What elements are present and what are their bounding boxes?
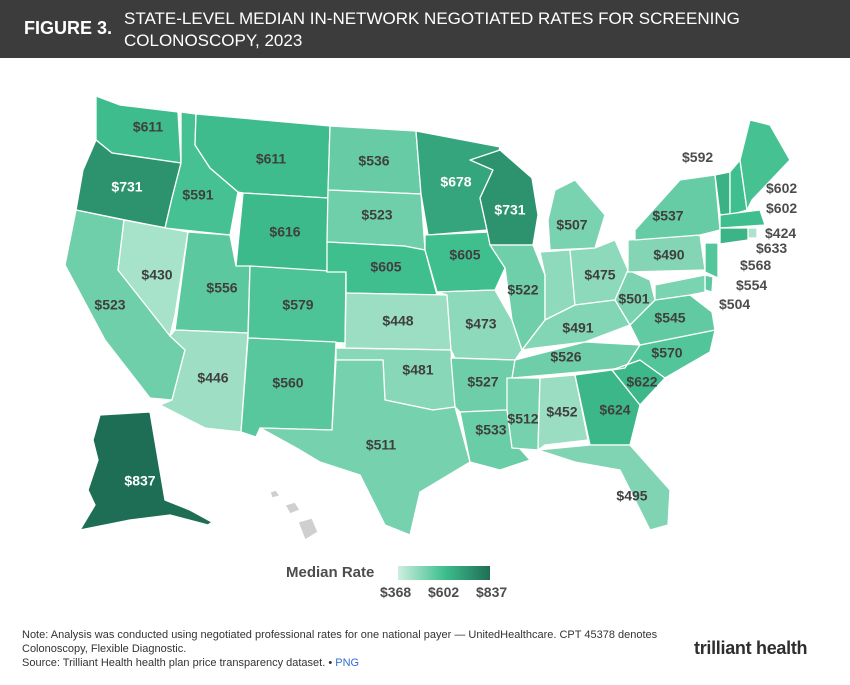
- state-ct: [719, 227, 749, 245]
- state-label-wi: $731: [494, 202, 525, 218]
- state-me: [739, 119, 791, 211]
- state-ms: [506, 377, 541, 451]
- trilliant-health-logo: trilliant health: [694, 638, 808, 658]
- state-label-sc: $622: [626, 374, 657, 390]
- note-line-1: Note: Analysis was conducted using negot…: [22, 629, 658, 641]
- state-label-nv: $430: [141, 267, 172, 283]
- state-label-ne: $605: [370, 259, 401, 275]
- state-label-wa: $611: [133, 119, 164, 135]
- state-al: [537, 374, 589, 451]
- figure-title: STATE-LEVEL MEDIAN IN-NETWORK NEGOTIATED…: [124, 9, 740, 50]
- state-ma: [719, 209, 766, 229]
- state-label-al: $452: [546, 404, 577, 420]
- legend-tick-mid: $602: [428, 584, 460, 600]
- us-state-map: $611 $731 $523 $430 $591 $611 $616 $556 $446 $579…: [64, 95, 797, 541]
- state-ga: [574, 369, 641, 446]
- separator: •: [328, 657, 333, 669]
- state-label-ia: $605: [449, 247, 480, 263]
- state-label-nd: $536: [358, 153, 389, 169]
- state-fl: [537, 444, 671, 531]
- state-label-mo: $473: [465, 316, 496, 332]
- png-download-link[interactable]: PNG: [335, 657, 360, 669]
- callout-label-ct: $633: [756, 240, 787, 256]
- state-wv: [614, 269, 656, 326]
- legend-tick-min: $368: [380, 584, 412, 600]
- note-line-2: Colonoscopy, Flexible Diagnostic.: [22, 643, 187, 655]
- callout-label-nh: $602: [766, 180, 797, 196]
- state-tx: [259, 359, 471, 536]
- state-nj: [704, 242, 719, 279]
- state-label-nc: $570: [651, 345, 682, 361]
- state-label-oh: $475: [584, 267, 615, 283]
- state-label-sd: $523: [361, 207, 392, 223]
- state-label-or: $731: [111, 179, 142, 195]
- state-hi: [269, 489, 319, 541]
- state-label-pa: $490: [653, 247, 684, 263]
- state-ri: [747, 227, 758, 239]
- state-label-ks: $448: [382, 313, 413, 329]
- state-label-la: $533: [475, 422, 506, 438]
- state-label-id: $591: [182, 187, 213, 203]
- state-label-ok: $481: [402, 362, 433, 378]
- callout-label-nj: $568: [740, 257, 771, 273]
- legend-tick-max: $837: [476, 584, 508, 600]
- footnote: Note: Analysis was conducted using negot…: [22, 628, 662, 670]
- state-label-va: $545: [654, 310, 685, 326]
- state-label-mn: $678: [440, 174, 471, 190]
- state-nv: [117, 219, 189, 337]
- state-label-ut: $556: [206, 280, 237, 296]
- legend-color-bar: [398, 566, 490, 580]
- state-label-ca: $523: [94, 297, 125, 313]
- state-mi: [547, 179, 606, 251]
- legend-title: Median Rate: [286, 564, 375, 581]
- callout-label-ri: $424: [765, 225, 796, 241]
- callout-label-me: $592: [682, 149, 713, 165]
- state-label-ky: $491: [562, 320, 593, 336]
- state-label-mt: $611: [256, 151, 287, 167]
- state-label-ny: $537: [652, 208, 683, 224]
- state-label-ak: $837: [124, 473, 155, 489]
- state-label-wy: $616: [269, 224, 300, 240]
- source-line: Source: Trilliant Health health plan pri…: [22, 656, 662, 670]
- state-label-nm: $560: [272, 375, 303, 391]
- state-label-tn: $526: [550, 349, 581, 365]
- state-label-az: $446: [197, 370, 228, 386]
- state-label-ar: $527: [467, 374, 498, 390]
- state-de: [704, 274, 714, 293]
- state-label-wv: $501: [618, 291, 649, 307]
- source-text: Source: Trilliant Health health plan pri…: [22, 657, 326, 669]
- callout-label-de: $554: [736, 277, 767, 293]
- state-ak: [79, 411, 213, 531]
- state-label-ga: $624: [599, 402, 630, 418]
- callout-label-md: $504: [719, 296, 750, 312]
- callout-label-ma: $602: [766, 200, 797, 216]
- figure-label: FIGURE 3.: [24, 18, 113, 38]
- state-label-fl: $495: [616, 488, 647, 504]
- state-md: [654, 274, 706, 301]
- state-label-ms: $512: [507, 411, 538, 427]
- state-label-tx: $511: [366, 437, 397, 453]
- state-label-co: $579: [282, 297, 313, 313]
- figure-header: FIGURE 3. STATE-LEVEL MEDIAN IN-NETWORK …: [0, 0, 850, 58]
- state-label-il: $522: [507, 282, 538, 298]
- state-label-mi: $507: [556, 217, 587, 233]
